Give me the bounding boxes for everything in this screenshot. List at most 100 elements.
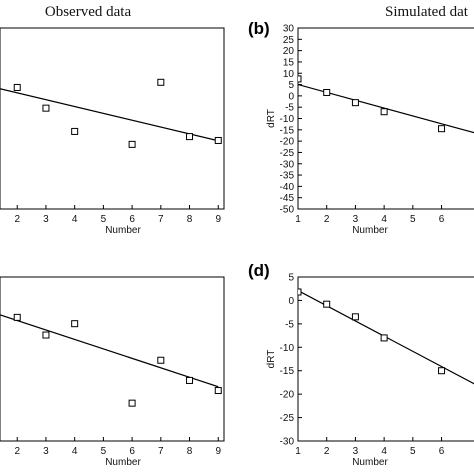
plot-frame-c [0,276,225,442]
x-tick-label: 4 [72,446,78,457]
header-simulated: Simulated dat [385,4,469,20]
y-tick-label: -15 [280,366,295,377]
data-layer [298,288,474,385]
data-point [157,356,165,364]
x-tick-label: 7 [158,214,164,225]
y-tick-label: 15 [283,57,295,68]
y-tick-label: -25 [280,413,295,424]
y-tick-label: -45 [280,193,295,204]
data-point [298,75,302,83]
data-point [380,334,388,342]
data-point [323,88,331,96]
x-tick-label: 3 [43,446,49,457]
y-tick-label: 20 [283,46,295,57]
y-tick-label: -30 [280,437,295,448]
y-tick-label: 0 [288,91,294,102]
data-point [13,313,21,321]
data-point [351,313,359,321]
panel-a-chart: 2 3 4 5 6 7 8 9 Number [0,27,225,236]
y-tick-label: -5 [285,103,294,114]
data-layer [0,313,222,407]
y-tick-label: -15 [280,125,295,136]
x-tick-label: 6 [129,446,135,457]
panel-d-chart: 1 2 3 4 5 6 5 0 -5 -10 -15 -20 -25 -30 Number dRT (d) [248,261,474,468]
header-observed: Observed data [45,4,132,20]
x-tick-label: 2 [324,214,330,225]
plot-frame-b [297,27,474,210]
x-tick-label: 6 [439,446,445,457]
data-point [42,104,50,112]
x-axis-label: Number [105,457,141,468]
data-point [214,136,222,144]
x-tick-label: 2 [14,214,20,225]
x-tick-label: 2 [324,446,330,457]
x-tick-label: 1 [295,446,301,457]
data-point [438,125,446,133]
x-tick-label: 3 [43,214,49,225]
data-point [128,399,136,407]
y-tick-label: -20 [280,390,295,401]
data-point [186,133,194,141]
y-tick-label: -25 [280,148,295,159]
x-tick-label: 1 [295,214,301,225]
data-point [214,387,222,395]
data-point [42,331,50,339]
x-tick-label: 5 [101,446,107,457]
x-tick-label: 4 [381,214,387,225]
x-tick-label: 8 [187,446,193,457]
plot-frame-d [297,276,474,442]
y-tick-label: 25 [283,35,295,46]
y-tick-label: 10 [283,69,295,80]
x-axis-label: Number [105,225,141,236]
data-point [71,320,79,328]
y-axis-label: dRT [266,109,277,128]
y-tick-label: -40 [280,182,295,193]
x-tick-label: 6 [439,214,445,225]
x-axis-label: Number [352,225,388,236]
panel-c-chart: 2 3 4 5 6 7 8 9 Number [0,276,225,468]
plot-frame-a [0,27,225,210]
data-point [157,78,165,86]
x-axis-label: Number [352,457,388,468]
x-tick-label: 8 [187,214,193,225]
panel-label: (d) [248,261,270,280]
panel-label: (b) [248,19,270,38]
x-tick-label: 4 [72,214,78,225]
regression-line [0,314,219,388]
y-tick-label: -50 [280,205,295,216]
x-tick-label: 3 [353,446,359,457]
y-tick-label: 5 [288,80,294,91]
x-tick-label: 5 [101,214,107,225]
y-tick-label: 5 [288,273,294,284]
data-layer [0,78,222,148]
data-point [351,99,359,107]
data-point [71,127,79,135]
x-tick-label: 7 [158,446,164,457]
data-point [438,367,446,375]
data-point [186,376,194,384]
x-tick-label: 6 [129,214,135,225]
y-tick-label: -30 [280,159,295,170]
data-point [13,83,21,91]
y-tick-label: -10 [280,114,295,125]
y-axis-label: dRT [266,350,277,369]
y-tick-label: -5 [285,319,294,330]
y-tick-label: 30 [283,24,295,35]
regression-line [0,88,219,142]
y-tick-label: 0 [288,296,294,307]
x-tick-label: 3 [353,214,359,225]
data-layer [298,75,474,134]
x-tick-label: 9 [215,446,221,457]
data-point [298,288,302,296]
x-tick-label: 9 [215,214,221,225]
panel-b-chart: 1 2 3 4 5 6302520151050-5-10-15-20-25-30-35-4… [248,19,474,236]
data-point [380,108,388,116]
x-tick-label: 5 [410,446,416,457]
y-tick-label: -35 [280,171,295,182]
data-point [128,140,136,148]
x-tick-label: 2 [14,446,20,457]
x-tick-label: 5 [410,214,416,225]
y-tick-label: -10 [280,343,295,354]
y-tick-label: -20 [280,137,295,148]
